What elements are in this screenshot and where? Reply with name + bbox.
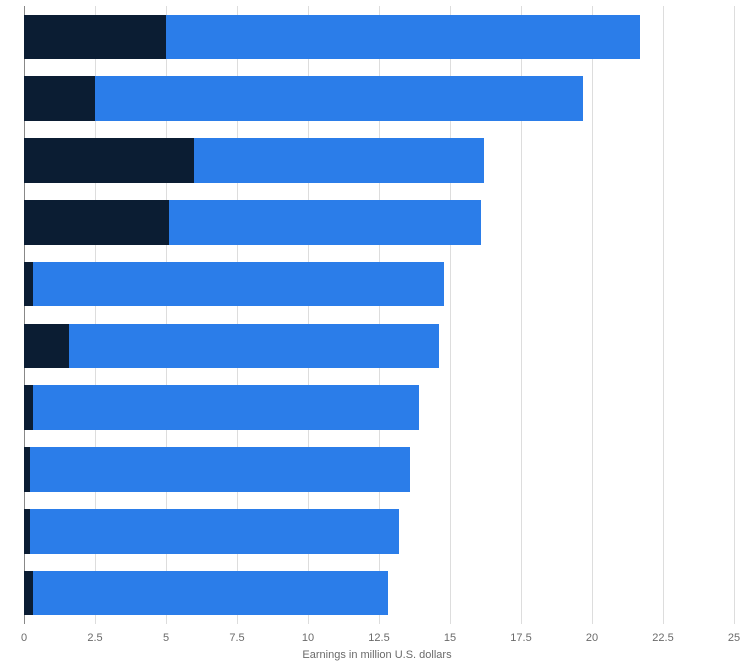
bar-segment bbox=[194, 138, 484, 182]
bar-row bbox=[24, 15, 734, 59]
bar-segment bbox=[169, 200, 481, 244]
bar-segment bbox=[166, 15, 640, 59]
bar-row bbox=[24, 571, 734, 615]
bar-segment bbox=[24, 385, 33, 429]
bar-segment bbox=[30, 509, 399, 553]
bar-segment bbox=[24, 76, 95, 120]
x-tick-label: 17.5 bbox=[510, 632, 531, 644]
x-tick-label: 10 bbox=[302, 632, 314, 644]
bar-row bbox=[24, 385, 734, 429]
bar-segment bbox=[30, 447, 411, 491]
bar-segment bbox=[69, 324, 438, 368]
bar-row bbox=[24, 138, 734, 182]
bar-row bbox=[24, 324, 734, 368]
bar-row bbox=[24, 200, 734, 244]
bar-segment bbox=[33, 571, 388, 615]
bar-row bbox=[24, 262, 734, 306]
x-axis-title: Earnings in million U.S. dollars bbox=[0, 649, 754, 661]
bar-segment bbox=[24, 15, 166, 59]
x-tick-label: 22.5 bbox=[652, 632, 673, 644]
x-tick-label: 7.5 bbox=[229, 632, 244, 644]
bar-segment bbox=[33, 262, 445, 306]
plot-area bbox=[24, 6, 734, 624]
x-tick-label: 2.5 bbox=[87, 632, 102, 644]
bar-segment bbox=[24, 324, 69, 368]
bar-segment bbox=[33, 385, 419, 429]
bar-row bbox=[24, 447, 734, 491]
x-tick-label: 12.5 bbox=[368, 632, 389, 644]
bar-row bbox=[24, 76, 734, 120]
x-tick-label: 15 bbox=[444, 632, 456, 644]
x-tick-label: 20 bbox=[586, 632, 598, 644]
grid-line bbox=[734, 6, 735, 624]
x-tick-label: 5 bbox=[163, 632, 169, 644]
bar-segment bbox=[24, 571, 33, 615]
stacked-bar-chart: Earnings in million U.S. dollars 0 2.5 5 7.… bbox=[0, 0, 754, 669]
bar-segment bbox=[95, 76, 583, 120]
x-tick-label: 25 bbox=[728, 632, 740, 644]
bar-row bbox=[24, 509, 734, 553]
bar-segment bbox=[24, 138, 194, 182]
x-tick-label: 0 bbox=[21, 632, 27, 644]
bar-segment bbox=[24, 200, 169, 244]
bar-segment bbox=[24, 262, 33, 306]
